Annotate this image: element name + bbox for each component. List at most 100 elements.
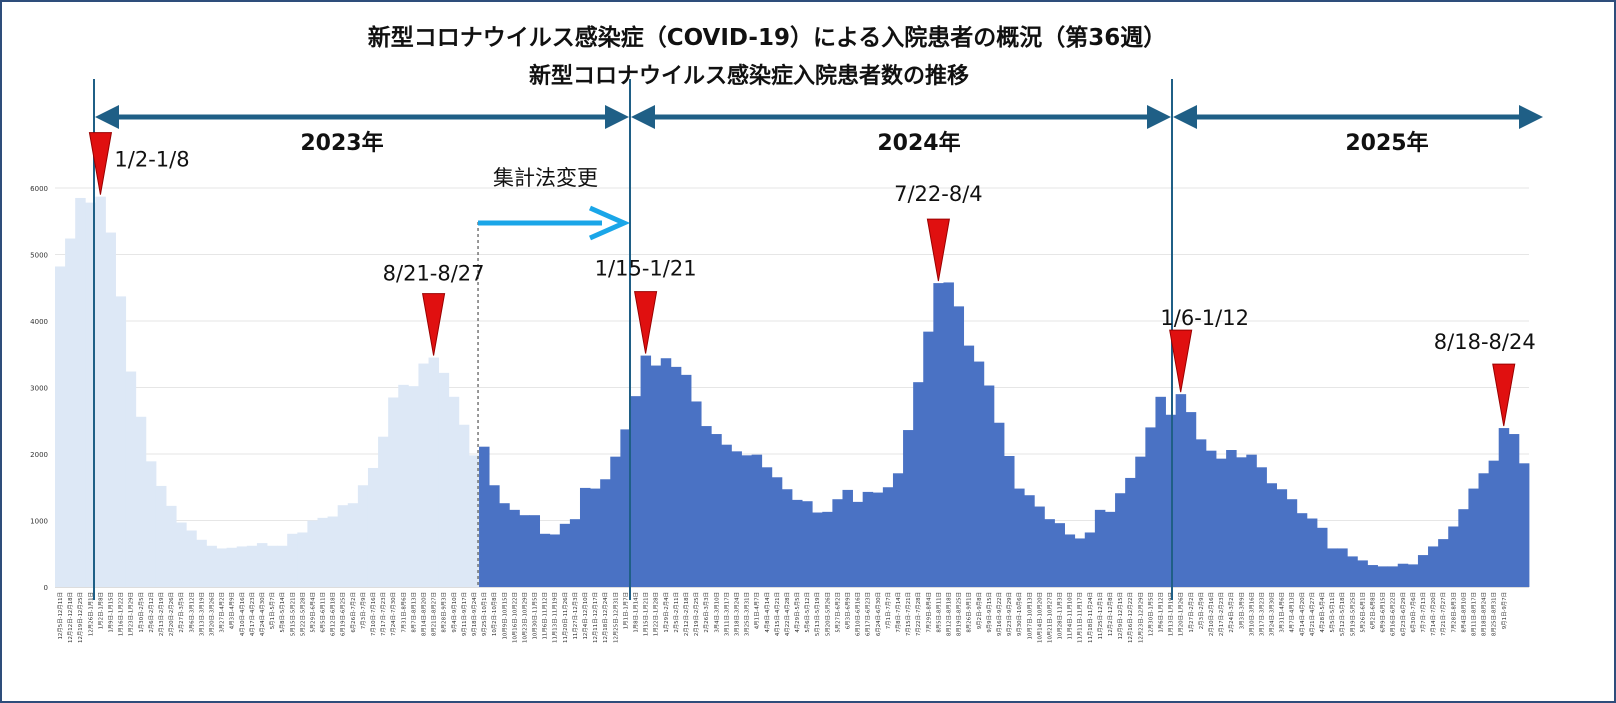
- bar: [721, 444, 732, 587]
- bar: [1246, 454, 1257, 587]
- x-tick-label: 3月20日-3月26日: [208, 592, 215, 636]
- bar: [479, 446, 490, 587]
- bar: [155, 485, 167, 587]
- bar: [771, 477, 783, 587]
- x-tick-label: 10月21日-10月27日: [1046, 592, 1053, 643]
- x-tick-label: 4月3日-4月9日: [229, 592, 236, 629]
- arrowhead-right: [1147, 105, 1171, 129]
- bar: [751, 454, 763, 587]
- bar: [1266, 483, 1278, 587]
- x-tick-label: 1月8日-1月14日: [633, 592, 640, 633]
- bar: [1337, 548, 1348, 587]
- x-tick-label: 2月12日-2月18日: [683, 592, 690, 636]
- x-tick-label: 5月5日-5月11日: [1329, 592, 1336, 633]
- bar: [357, 485, 369, 587]
- bar: [317, 517, 328, 587]
- bar: [1135, 456, 1146, 587]
- y-tick-label: 0: [44, 584, 48, 592]
- bar: [347, 503, 359, 587]
- x-tick-label: 3月17日-3月23日: [1258, 592, 1265, 636]
- bar: [428, 357, 440, 587]
- x-tick-label: 4月7日-4月13日: [1289, 592, 1296, 633]
- bar: [1064, 534, 1076, 587]
- x-tick-label: 1月13日-1月19日: [1168, 592, 1175, 636]
- x-tick-label: 10月2日-10月8日: [491, 592, 498, 636]
- bar: [418, 363, 429, 587]
- x-tick-label: 4月17日-4月23日: [249, 592, 256, 636]
- bar: [781, 489, 793, 587]
- chart-title: 新型コロナウイルス感染症（COVID-19）による入院患者の概況（第36週）: [368, 24, 1167, 51]
- chart-subtitle: 新型コロナウイルス感染症入院患者数の推移: [529, 63, 969, 89]
- x-tick-label: 5月13日-5月19日: [814, 592, 821, 636]
- bar: [196, 539, 207, 587]
- bar: [1185, 412, 1197, 587]
- bar: [882, 487, 894, 587]
- x-tick-label: 7月22日-7月28日: [915, 592, 922, 636]
- bar: [1367, 565, 1378, 587]
- bar: [1488, 460, 1500, 587]
- x-tick-label: 9月16日-9月22日: [996, 592, 1003, 636]
- bar: [933, 283, 944, 587]
- bar: [95, 196, 106, 587]
- x-tick-label: 8月21日-8月27日: [431, 592, 438, 636]
- x-tick-label: 4月15日-4月21日: [774, 592, 781, 636]
- x-tick-label: 5月1日-5月7日: [269, 592, 276, 629]
- bar: [438, 372, 450, 587]
- bar: [1478, 473, 1490, 587]
- bar: [1316, 527, 1328, 587]
- bar: [1508, 434, 1520, 587]
- bar: [267, 545, 278, 587]
- x-tick-label: 12月11日-12月17日: [592, 592, 599, 643]
- x-tick-label: 12月5日-12月11日: [57, 592, 64, 640]
- x-tick-label: 8月5日-8月11日: [935, 592, 942, 633]
- x-tick-label: 4月21日-4月27日: [1309, 592, 1316, 636]
- y-tick-label: 3000: [30, 385, 48, 393]
- bar: [731, 451, 742, 587]
- peak-marker: [1492, 363, 1516, 427]
- x-tick-label: 10月14日-10月20日: [1036, 592, 1043, 643]
- x-tick-label: 2月3日-2月9日: [1198, 592, 1205, 629]
- bar: [1438, 539, 1449, 587]
- bar: [1014, 488, 1025, 587]
- x-tick-label: 8月7日-8月13日: [410, 592, 417, 633]
- bar: [1236, 457, 1247, 587]
- peak-label: 8/18-8/24: [1434, 330, 1536, 354]
- x-tick-label: 11月11日-11月17日: [1077, 592, 1084, 643]
- bar: [65, 238, 76, 588]
- bar: [539, 533, 551, 587]
- x-tick-label: 10月23日-10月29日: [521, 592, 528, 643]
- bar: [1387, 566, 1399, 587]
- bar: [680, 374, 692, 587]
- x-tick-label: 5月22日-5月28日: [299, 592, 306, 636]
- x-tick-label: 5月20日-5月26日: [824, 592, 831, 636]
- bar: [509, 509, 520, 587]
- bar: [256, 543, 268, 587]
- arrowhead-left: [1173, 105, 1197, 129]
- x-tick-label: 1月27日-2月2日: [1188, 592, 1195, 633]
- x-tick-label: 9月11日-9月17日: [461, 592, 468, 636]
- bar: [983, 385, 995, 587]
- bar: [1357, 560, 1368, 587]
- x-tick-label: 6月12日-6月18日: [330, 592, 337, 636]
- bar: [963, 345, 975, 587]
- y-tick-label: 2000: [30, 451, 48, 459]
- x-tick-label: 12月2日-12月8日: [1107, 592, 1114, 636]
- bar: [367, 467, 379, 587]
- x-tick-label: 1月29日-2月4日: [663, 592, 670, 633]
- x-tick-label: 2月24日-3月2日: [1228, 592, 1235, 633]
- bar: [145, 461, 157, 587]
- year-label: 2023年: [300, 130, 383, 156]
- x-tick-label: 9月18日-9月24日: [471, 592, 478, 636]
- bar: [1034, 506, 1045, 587]
- x-tick-label: 7月21日-7月27日: [1440, 592, 1447, 636]
- x-tick-label: 5月19日-5月25日: [1349, 592, 1356, 636]
- x-tick-label: 8月14日-8月20日: [421, 592, 428, 636]
- bar: [398, 384, 409, 587]
- bar: [337, 505, 349, 587]
- x-tick-label: 4月22日-4月28日: [784, 592, 791, 636]
- x-tick-label: 1月23日-1月29日: [128, 592, 135, 636]
- x-tick-label: 12月4日-12月10日: [582, 592, 589, 640]
- x-tick-label: 2月5日-2月11日: [673, 592, 680, 633]
- y-tick-label: 6000: [30, 185, 48, 193]
- x-tick-label: 4月24日-4月30日: [259, 592, 266, 636]
